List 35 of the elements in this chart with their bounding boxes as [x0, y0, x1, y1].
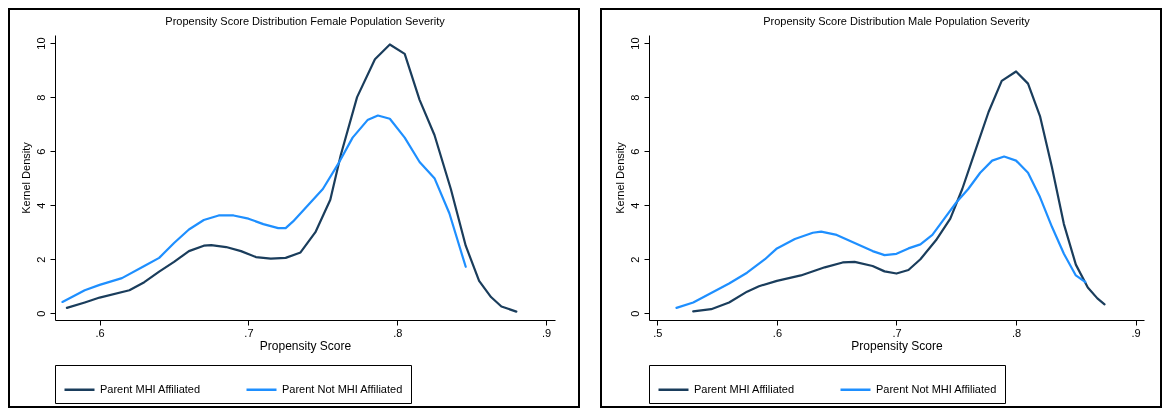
- line-series: [675, 155, 1087, 309]
- y-tick-label: 8: [628, 94, 641, 101]
- x-tick-label: .9: [1131, 326, 1141, 339]
- y-tick-label: 6: [628, 148, 641, 155]
- legend-label: Parent MHI Affiliated: [694, 382, 795, 395]
- x-tick-label: .6: [95, 326, 105, 339]
- x-tick-label: .6: [772, 326, 783, 339]
- x-tick-label: .5: [653, 326, 663, 339]
- chart-title: Propensity Score Distribution Female Population Severity: [165, 15, 446, 27]
- legend-label: Parent MHI Affiliated: [100, 382, 201, 395]
- y-axis-title: Kernel Density: [19, 141, 32, 214]
- x-tick-label: .8: [1011, 326, 1022, 339]
- y-tick-label: 2: [34, 256, 47, 263]
- y-tick-label: 6: [34, 148, 47, 155]
- y-tick-label: 10: [34, 37, 47, 50]
- x-tick-label: .8: [393, 326, 403, 339]
- x-tick-label: .9: [541, 326, 552, 339]
- y-axis-title: Kernel Density: [613, 141, 626, 214]
- line-series: [65, 43, 518, 313]
- y-tick-label: 4: [34, 202, 47, 209]
- chart-title: Propensity Score Distribution Male Population Severity: [763, 15, 1031, 27]
- x-axis-title: Propensity Score: [259, 338, 352, 353]
- line-series: [61, 114, 467, 303]
- y-tick-label: 2: [628, 256, 641, 263]
- x-tick-label: .7: [244, 326, 254, 339]
- legend-label: Parent Not MHI Affiliated: [876, 382, 997, 395]
- y-tick-label: 4: [628, 202, 641, 209]
- line-series: [692, 70, 1106, 313]
- x-axis-title: Propensity Score: [851, 338, 944, 353]
- x-tick-label: .7: [892, 326, 902, 339]
- y-tick-label: 0: [34, 310, 47, 317]
- y-tick-label: 0: [628, 310, 641, 317]
- y-tick-label: 10: [628, 37, 641, 50]
- legend-label: Parent Not MHI Affiliated: [282, 382, 403, 395]
- y-tick-label: 8: [34, 94, 47, 101]
